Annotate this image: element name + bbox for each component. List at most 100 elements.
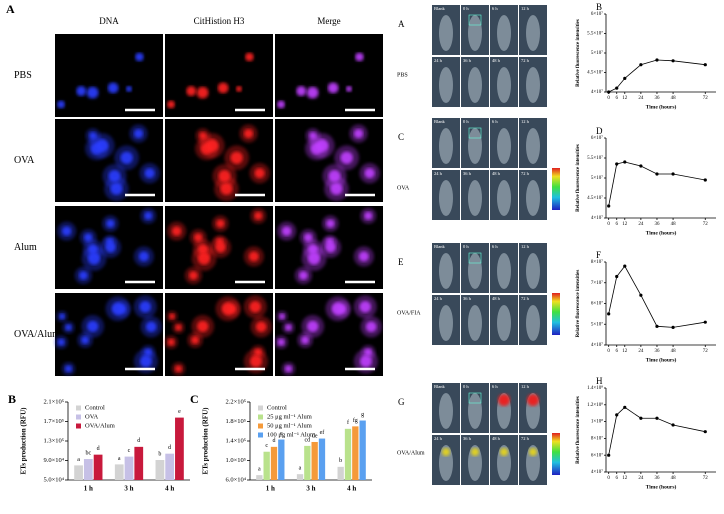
cell-nucleus bbox=[299, 271, 308, 280]
micrograph bbox=[55, 34, 163, 117]
mouse-silhouette bbox=[526, 128, 540, 164]
mouse-silhouette bbox=[497, 15, 511, 51]
cell-nucleus bbox=[285, 324, 292, 331]
time-label: Blank bbox=[434, 6, 445, 11]
mouse-silhouette bbox=[439, 128, 453, 164]
cell-nucleus bbox=[61, 226, 72, 236]
cell-nucleus bbox=[216, 219, 225, 228]
y-tick-label: 9.0×10⁴ bbox=[43, 457, 64, 464]
bar bbox=[344, 428, 352, 480]
x-tick-label: 36 bbox=[654, 349, 660, 354]
x-tick-label: 0 bbox=[607, 96, 610, 101]
cell-nucleus bbox=[230, 151, 243, 164]
time-label: 36 h bbox=[463, 171, 472, 176]
significance-letter: c bbox=[128, 448, 131, 454]
data-point bbox=[623, 160, 627, 164]
time-label: 12 h bbox=[521, 244, 530, 249]
row-label: OVA bbox=[14, 155, 35, 166]
imaging-tile: 12 h bbox=[519, 5, 547, 55]
micrograph-background bbox=[165, 34, 273, 117]
x-tick-label: 72 bbox=[703, 349, 709, 354]
significance-letter: f bbox=[347, 419, 349, 426]
cell-nucleus bbox=[87, 320, 99, 333]
x-tick-label: 4 h bbox=[165, 485, 174, 493]
x-tick-label: 0 bbox=[607, 349, 610, 354]
data-point bbox=[623, 76, 627, 80]
imaging-tile: 24 h bbox=[432, 170, 460, 220]
cell-nucleus bbox=[171, 226, 182, 236]
bar bbox=[256, 475, 263, 480]
cell-nucleus bbox=[359, 300, 372, 313]
cell-nucleus bbox=[254, 168, 265, 179]
significance-letter: b bbox=[339, 458, 342, 464]
bar bbox=[175, 417, 184, 480]
cell-nucleus bbox=[65, 324, 72, 331]
x-tick-label: 72 bbox=[703, 96, 709, 101]
cell-nucleus bbox=[331, 302, 345, 315]
y-tick-label: 1.4×10⁵ bbox=[225, 437, 246, 444]
mouse-silhouette bbox=[468, 445, 482, 481]
cell-nucleus bbox=[144, 211, 153, 220]
bar bbox=[263, 451, 270, 480]
y-tick-label: 6×10⁷ bbox=[591, 135, 603, 141]
cell-nucleus bbox=[105, 242, 116, 253]
bar bbox=[352, 426, 359, 480]
time-label: Blank bbox=[434, 244, 445, 249]
legend-label: OVA/Alum bbox=[85, 422, 115, 429]
data-point bbox=[671, 423, 675, 427]
x-tick-label: 48 bbox=[671, 222, 677, 227]
data-line bbox=[608, 59, 706, 93]
signal-hotspot bbox=[498, 394, 510, 406]
cell-nucleus bbox=[307, 87, 319, 99]
group-label: OVA bbox=[397, 185, 410, 191]
cell-nucleus bbox=[197, 87, 209, 99]
time-label: 36 h bbox=[463, 58, 472, 63]
cell-nucleus bbox=[325, 242, 336, 253]
cell-nucleus bbox=[169, 313, 175, 320]
cell-nucleus bbox=[296, 86, 306, 96]
cell-nucleus bbox=[57, 100, 65, 109]
imaging-tile: 12 h bbox=[519, 118, 547, 168]
bar bbox=[93, 454, 103, 480]
legend-swatch bbox=[76, 414, 81, 420]
y-tick-label: 5×10⁷ bbox=[591, 321, 603, 327]
y-tick-label: 4.5×10⁷ bbox=[587, 195, 603, 201]
cell-nucleus bbox=[139, 300, 152, 313]
y-tick-label: 6.0×10⁴ bbox=[225, 476, 246, 483]
panel-letter: F bbox=[596, 250, 601, 260]
y-axis-title: ETs production (RFU) bbox=[20, 407, 28, 475]
micrograph bbox=[165, 206, 273, 289]
imaging-tile: 36 h bbox=[461, 170, 489, 220]
cell-nucleus bbox=[221, 302, 235, 315]
time-label: 72 h bbox=[521, 296, 530, 301]
axes bbox=[605, 262, 716, 346]
bar bbox=[165, 453, 175, 480]
data-point bbox=[639, 164, 643, 168]
data-point bbox=[671, 325, 675, 329]
row-label: Alum bbox=[14, 242, 37, 253]
cell-nucleus bbox=[315, 139, 329, 152]
time-label: 72 h bbox=[521, 436, 530, 441]
mouse-silhouette bbox=[468, 180, 482, 216]
significance-letter: fg bbox=[353, 417, 358, 424]
y-tick-label: 6×10⁷ bbox=[591, 452, 603, 458]
micrograph bbox=[275, 119, 383, 202]
imaging-tile: 6 h bbox=[490, 383, 518, 433]
data-point bbox=[607, 90, 611, 94]
cell-nucleus bbox=[218, 170, 231, 183]
time-label: 48 h bbox=[492, 58, 501, 63]
panel-letter: G bbox=[398, 397, 405, 407]
legend-swatch bbox=[258, 405, 263, 411]
mouse-silhouette bbox=[497, 67, 511, 103]
data-point bbox=[623, 405, 627, 409]
column-header: Merge bbox=[317, 16, 340, 26]
column-header: DNA bbox=[99, 16, 119, 26]
time-label: 12 h bbox=[521, 384, 530, 389]
imaging-tile: Blank bbox=[432, 5, 460, 55]
cell-nucleus bbox=[108, 82, 119, 93]
axes bbox=[67, 402, 190, 481]
x-tick-label: 0 bbox=[607, 476, 610, 481]
cell-nucleus bbox=[328, 170, 341, 183]
bar bbox=[155, 460, 165, 480]
y-tick-label: 5.5×10⁷ bbox=[587, 155, 603, 161]
